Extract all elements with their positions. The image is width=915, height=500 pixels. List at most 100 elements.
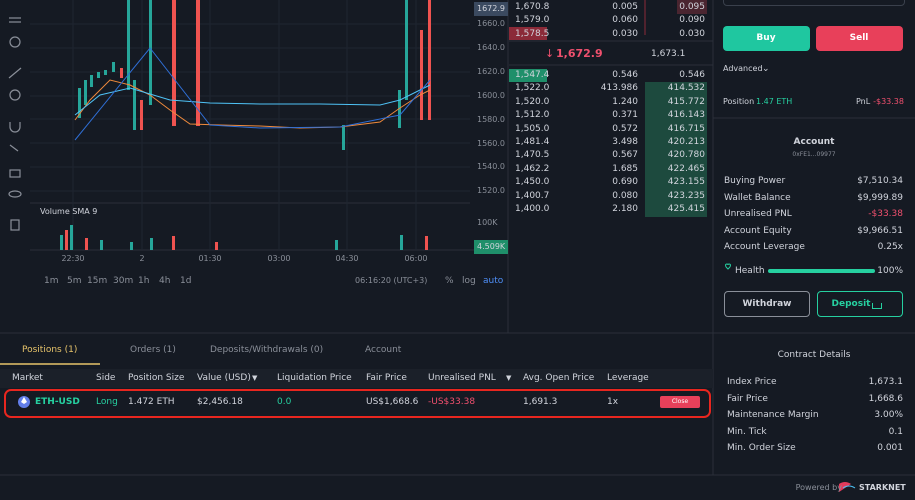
bid-total: 422.465	[667, 163, 705, 174]
cell: Long	[96, 397, 118, 407]
withdraw-button[interactable]	[724, 291, 810, 317]
account-label: Account Leverage	[724, 242, 805, 252]
bid-price: 1,400.0	[515, 204, 550, 214]
bid-total: 425.415	[667, 204, 705, 214]
bid-size: 0.690	[612, 177, 638, 188]
position-value: 1.47 ETH	[756, 97, 793, 106]
time-label: 06:00	[404, 254, 428, 263]
bid-size: 0.546	[612, 70, 638, 80]
price-label: 1640.0	[477, 42, 505, 52]
contract-title: Contract Details	[777, 350, 851, 360]
time-label: 22:30	[61, 254, 85, 263]
bid-total: 416.143	[667, 110, 705, 121]
bid-price: 1,522.0	[515, 83, 550, 94]
contract-value: 3.00%	[874, 410, 903, 420]
auto-toggle[interactable]: auto	[483, 276, 504, 286]
deposit-icon	[872, 303, 882, 309]
account-value: 0.25x	[877, 242, 903, 252]
cell: $2,456.18	[197, 397, 243, 407]
timeframe[interactable]: 30m	[113, 276, 134, 286]
timeframe[interactable]: 1h	[138, 276, 150, 286]
ask-price: 1,578.5	[515, 28, 550, 39]
buy-label: Buy	[756, 33, 776, 43]
price-label: 1660.0	[477, 19, 505, 28]
sell-label: Sell	[849, 33, 869, 43]
contract-label: Fair Price	[727, 393, 768, 404]
bid-total: 423.235	[667, 190, 705, 201]
health-value: 100%	[877, 266, 903, 276]
timeframe[interactable]: 15m	[87, 276, 108, 286]
last-price: 1,672.9	[556, 47, 603, 60]
account-value: $9,966.51	[857, 225, 903, 236]
account-value: $7,510.34	[857, 176, 903, 186]
log-toggle[interactable]: log	[462, 276, 476, 286]
pnl-value: -$33.38	[873, 97, 904, 106]
brand: STARKNET	[859, 483, 906, 492]
deposit-label: Deposit	[831, 299, 871, 309]
ask-size: 0.030	[612, 28, 638, 39]
time-label: 2	[139, 254, 145, 263]
account-address: 0xFE1...09977	[792, 151, 836, 158]
mark-price: 1,673.1	[651, 49, 686, 59]
sell-button[interactable]	[816, 26, 903, 51]
bid-size: 1.685	[612, 163, 638, 174]
sort-icon: ▼	[506, 374, 512, 382]
price-label: 1600.0	[477, 90, 505, 100]
timeframe[interactable]: 4h	[159, 276, 171, 286]
contract-label: Index Price	[727, 377, 777, 387]
ask-price: 1,579.0	[515, 15, 550, 26]
price-label: 1580.0	[477, 114, 505, 124]
bid-price: 1,481.4	[515, 137, 550, 147]
bid-total: 414.532	[667, 83, 705, 94]
column-header: Liquidation Price	[277, 373, 352, 383]
timeframe[interactable]: 1m	[44, 276, 59, 286]
bid-size: 0.567	[612, 150, 638, 161]
bid-price: 1,450.0	[515, 177, 550, 188]
price-label: 1540.0	[477, 162, 505, 172]
health-label: Health	[735, 266, 765, 276]
contract-value: 0.001	[877, 443, 903, 453]
column-header: Leverage	[607, 373, 649, 383]
column-header: Position Size	[128, 373, 185, 383]
timeframe[interactable]: 5m	[67, 276, 82, 286]
tab[interactable]: Account	[365, 345, 402, 355]
column-header: Avg. Open Price	[523, 373, 595, 383]
bid-total: 416.715	[667, 123, 705, 134]
account-value: $9,999.89	[857, 192, 903, 203]
column-header: Side	[96, 373, 116, 383]
contract-label: Maintenance Margin	[727, 410, 819, 420]
pnl-label: PnL	[856, 97, 871, 106]
position-label: Position	[723, 97, 755, 106]
bid-price: 1,462.2	[515, 163, 550, 174]
bid-price: 1,512.0	[515, 110, 550, 121]
tab[interactable]: Positions (1)	[22, 345, 78, 355]
bid-total: 420.213	[667, 137, 705, 147]
cell: 1x	[607, 397, 619, 407]
bid-price: 1,400.7	[515, 190, 550, 201]
cell: 0.0	[277, 397, 292, 407]
timeframe[interactable]: 1d	[180, 276, 192, 286]
deposit-button[interactable]	[817, 291, 903, 317]
top-input	[723, 0, 905, 6]
ask-size: 0.005	[612, 2, 638, 12]
close-button[interactable]	[660, 396, 700, 408]
cell: ETH-USD	[35, 397, 80, 407]
cell: 1.472 ETH	[128, 397, 175, 407]
bid-size: 413.986	[600, 83, 638, 94]
bid-size: 1.240	[612, 96, 638, 107]
buy-button[interactable]	[723, 26, 810, 51]
contract-label: Min. Order Size	[727, 443, 796, 453]
volume-axis-label: 4.509K	[474, 240, 509, 254]
bid-price: 1,505.0	[515, 123, 550, 134]
percent-toggle[interactable]: %	[445, 276, 454, 286]
price-label: 1620.0	[477, 66, 505, 76]
tab[interactable]: Orders (1)	[130, 345, 176, 355]
volume-axis-label: 100K	[477, 218, 498, 227]
close-label: Close	[671, 398, 689, 405]
tab[interactable]: Deposits/Withdrawals (0)	[210, 345, 324, 355]
bid-total: 420.780	[667, 150, 705, 161]
advanced-toggle[interactable]: Advanced	[723, 64, 763, 73]
chevron: ⌄	[762, 64, 770, 74]
column-header: Unrealised PNL	[428, 373, 496, 383]
